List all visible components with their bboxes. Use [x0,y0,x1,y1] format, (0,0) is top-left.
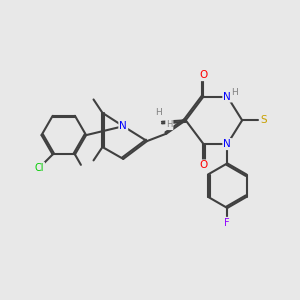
Text: O: O [200,160,208,170]
Text: H: H [231,88,238,97]
Text: N: N [224,139,231,149]
Text: N: N [119,121,127,131]
Text: Cl: Cl [34,163,44,173]
Text: N: N [224,92,231,101]
Text: F: F [224,218,230,228]
Text: H: H [155,108,162,117]
Text: O: O [200,70,208,80]
Text: S: S [260,115,267,125]
Text: H: H [166,120,172,129]
